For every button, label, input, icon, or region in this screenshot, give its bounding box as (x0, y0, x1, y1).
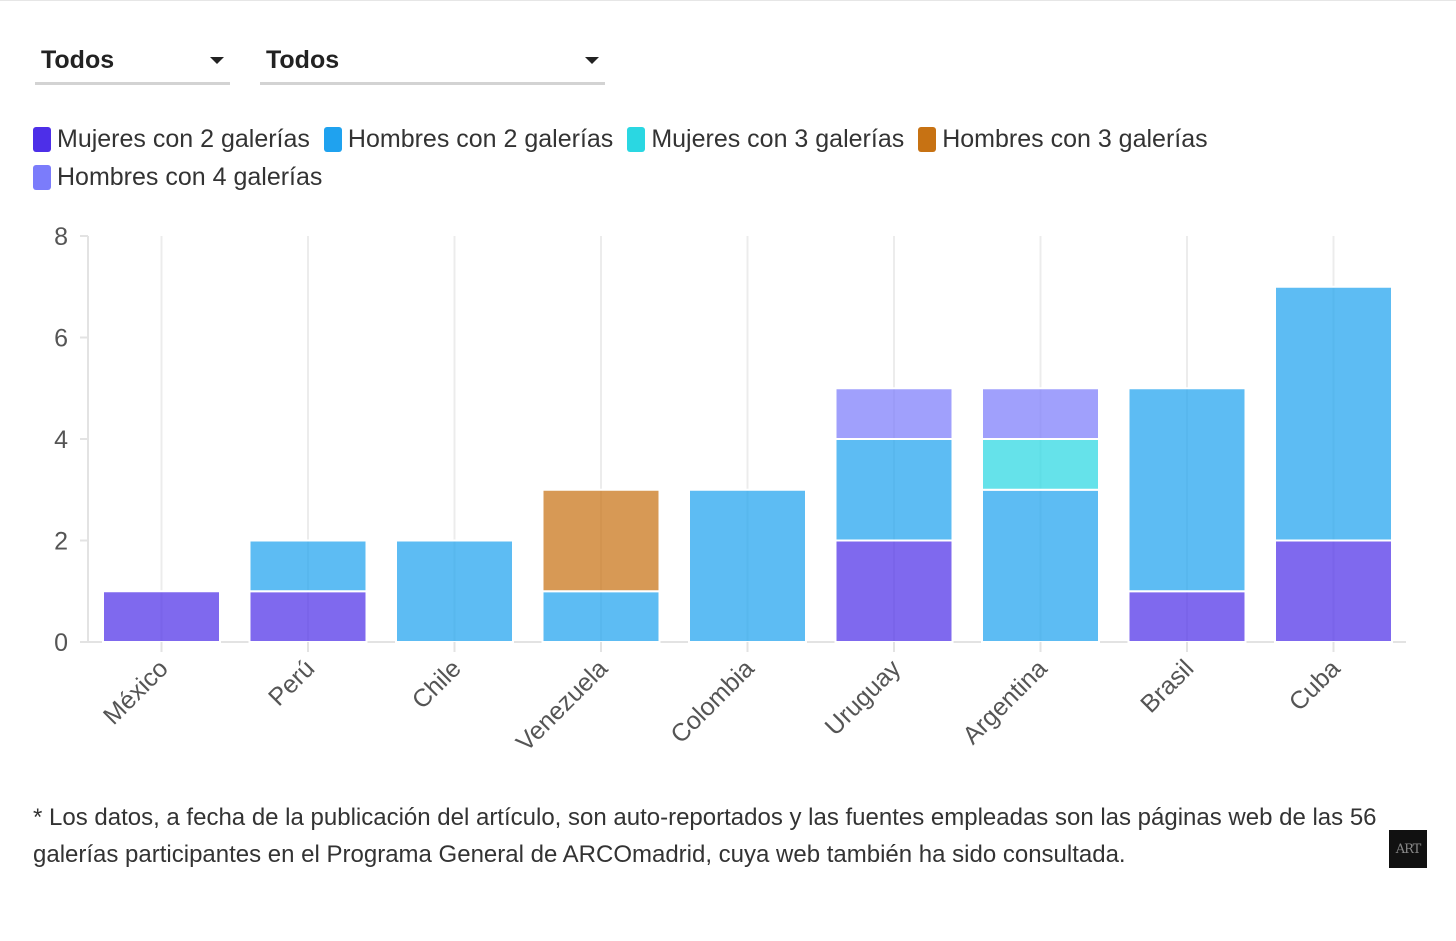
y-tick-label: 2 (54, 528, 68, 556)
legend-label: Hombres con 2 galerías (347, 124, 614, 153)
bar-segment (1274, 539, 1393, 643)
x-tick-label: Perú (263, 654, 320, 711)
x-tick-label: Venezuela (511, 654, 613, 756)
x-tick-label: Brasil (1135, 654, 1199, 718)
bar-segment (834, 539, 954, 643)
chevron-down-icon (210, 57, 224, 64)
bar-segment (248, 539, 368, 593)
legend-item-mujeres-3[interactable]: Mujeres con 3 galerías (627, 124, 904, 154)
x-tick-label: México (98, 654, 174, 730)
bar-segment (1127, 387, 1247, 593)
bar-segment (102, 590, 221, 643)
bar-segment (541, 488, 661, 593)
filter-select-2-value: Todos (266, 46, 340, 74)
bar-segment (541, 590, 661, 643)
legend-swatch (627, 126, 646, 152)
x-tick-label: Chile (407, 654, 467, 714)
x-tick-label: Cuba (1284, 654, 1346, 716)
x-tick-label: Uruguay (820, 654, 907, 741)
top-divider (0, 0, 1456, 1)
bar-segment (395, 539, 514, 643)
legend-item-hombres-4[interactable]: Hombres con 4 galerías (33, 162, 322, 192)
legend-item-mujeres-2[interactable]: Mujeres con 2 galerías (33, 124, 310, 154)
legend-swatch (33, 164, 51, 190)
bar-segment (248, 590, 368, 643)
y-tick-label: 0 (54, 629, 68, 657)
bar-segment (981, 438, 1100, 491)
bar-segment (981, 488, 1100, 643)
bar-segment (834, 438, 954, 542)
y-tick-label: 8 (54, 223, 68, 251)
bar-segment (1274, 285, 1393, 542)
x-tick-label: Argentina (957, 654, 1053, 750)
legend-item-hombres-2[interactable]: Hombres con 2 galerías (323, 124, 614, 154)
bar-segment (981, 387, 1100, 440)
filter-select-1[interactable]: Todos (35, 40, 230, 85)
legend-item-hombres-3[interactable]: Hombres con 3 galerías (918, 124, 1208, 154)
legend-label: Mujeres con 2 galerías (57, 124, 310, 153)
filter-select-1-value: Todos (41, 46, 115, 74)
y-tick-label: 6 (54, 325, 68, 353)
x-tick-label: Colombia (665, 654, 760, 749)
chart-legend: Mujeres con 2 galerías Hombres con 2 gal… (33, 124, 1413, 192)
footnote: * Los datos, a fecha de la publicación d… (33, 804, 1377, 868)
logo-text: ART (1395, 841, 1422, 857)
bar-segment (688, 488, 807, 643)
legend-swatch (33, 126, 51, 152)
filter-select-2[interactable]: Todos (260, 40, 605, 85)
legend-label: Hombres con 4 galerías (57, 162, 323, 191)
y-tick-label: 4 (54, 426, 68, 454)
art-logo: ART (1389, 830, 1427, 868)
bar-segment (1127, 590, 1247, 643)
legend-label: Mujeres con 3 galerías (651, 124, 905, 153)
legend-swatch (918, 126, 937, 152)
chevron-down-icon (585, 57, 599, 64)
bar-segment (834, 387, 954, 440)
stacked-bar-chart: 0 2 4 6 8 México Perú Chile Venezuela Colombia Uru… (54, 223, 1406, 757)
legend-swatch (323, 126, 342, 152)
legend-label: Hombres con 3 galerías (942, 124, 1208, 153)
